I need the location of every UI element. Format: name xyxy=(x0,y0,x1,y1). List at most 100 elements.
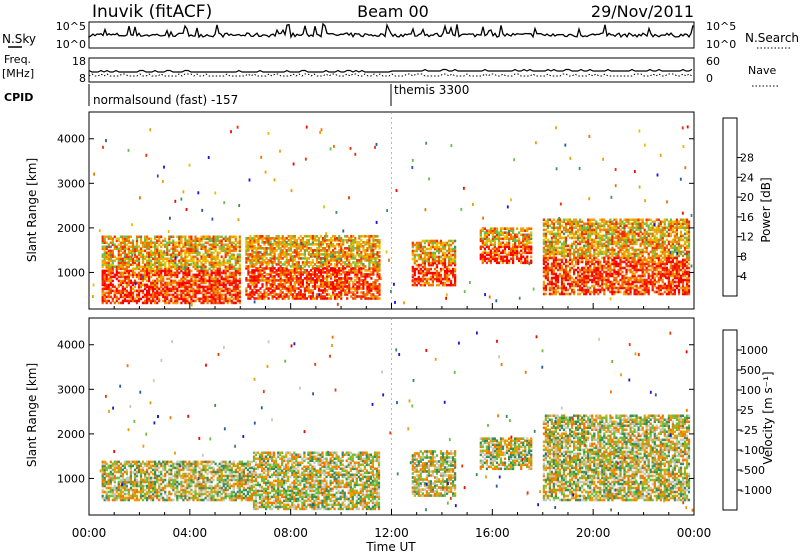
heatmap-cell xyxy=(595,276,598,280)
heatmap-cell xyxy=(348,237,351,240)
heatmap-cell xyxy=(168,271,171,275)
heatmap-cell xyxy=(259,297,262,300)
heatmap-cell xyxy=(204,247,207,251)
heatmap-cell xyxy=(141,283,145,287)
heatmap-cell xyxy=(374,245,377,248)
heatmap-cell xyxy=(291,245,294,248)
heatmap-cell xyxy=(150,267,153,271)
heatmap-cell xyxy=(255,255,258,258)
heatmap-cell xyxy=(583,276,586,280)
heatmap-cell xyxy=(601,284,604,288)
heatmap-cell xyxy=(131,281,135,285)
heatmap-cell xyxy=(152,281,155,285)
heatmap-cell xyxy=(263,291,266,294)
heatmap-cell xyxy=(238,281,241,285)
heatmap-cell xyxy=(591,260,594,264)
heatmap-cell xyxy=(607,288,610,292)
heatmap-cell xyxy=(115,237,118,241)
heatmap-cell xyxy=(362,235,365,238)
heatmap-cell xyxy=(194,283,197,287)
heatmap-cell xyxy=(214,255,217,259)
heatmap-cell xyxy=(334,275,337,278)
heatmap-cell xyxy=(146,289,149,293)
heatmap-cell xyxy=(364,243,367,246)
heatmap-cell xyxy=(354,237,357,240)
freq-trace xyxy=(88,68,693,73)
heatmap-cell xyxy=(281,235,284,238)
heatmap-cell xyxy=(285,295,288,298)
heatmap-cell xyxy=(164,239,167,243)
heatmap-cell xyxy=(273,255,276,258)
heatmap-cell xyxy=(109,265,112,269)
heatmap-cell xyxy=(613,236,616,240)
heatmap-cell xyxy=(119,247,122,251)
heatmap-cell xyxy=(156,269,159,273)
heatmap-cell xyxy=(370,287,373,290)
heatmap-cell xyxy=(251,263,254,266)
heatmap-cell xyxy=(259,261,262,264)
heatmap-cell xyxy=(542,292,545,296)
heatmap-cell xyxy=(105,257,108,261)
heatmap-cell xyxy=(619,266,622,270)
heatmap-cell xyxy=(544,222,547,226)
heatmap-cell xyxy=(253,259,256,262)
heatmap-cell xyxy=(607,280,610,284)
heatmap-cell xyxy=(107,285,110,289)
heatmap-cell xyxy=(305,261,308,264)
heatmap-cell xyxy=(162,269,165,273)
heatmap-cell xyxy=(544,260,547,264)
heatmap-cell xyxy=(317,279,321,282)
heatmap-cell xyxy=(224,293,227,297)
heatmap-cell xyxy=(481,259,484,263)
heatmap-cell xyxy=(601,286,604,290)
heatmap-cell xyxy=(283,245,286,248)
heatmap-cell xyxy=(238,237,241,241)
heatmap-cell xyxy=(218,299,221,303)
heatmap-cell xyxy=(599,242,602,246)
heatmap-cell xyxy=(212,271,215,275)
heatmap-cell xyxy=(125,285,128,289)
heatmap-cell xyxy=(601,280,604,284)
heatmap-cell xyxy=(319,241,323,244)
heatmap-cell xyxy=(552,288,555,292)
heatmap-cell xyxy=(552,264,555,268)
heatmap-cell xyxy=(202,259,205,263)
heatmap-cell xyxy=(334,283,337,286)
heatmap-cell xyxy=(224,265,227,269)
heatmap-cell xyxy=(253,237,256,240)
heatmap-cell xyxy=(111,269,114,273)
heatmap-cell xyxy=(109,263,112,267)
heatmap-cell xyxy=(623,238,626,242)
heatmap-cell xyxy=(247,295,250,298)
heatmap-cell xyxy=(550,222,553,226)
heatmap-cell xyxy=(558,274,562,278)
heatmap-cell xyxy=(503,249,507,253)
heatmap-cell xyxy=(170,247,173,251)
heatmap-cell xyxy=(299,269,302,272)
heatmap-cell xyxy=(334,293,337,296)
heatmap-cell xyxy=(119,243,122,247)
heatmap-cell xyxy=(251,259,254,262)
heatmap-cell xyxy=(154,271,157,275)
heatmap-cell xyxy=(212,241,215,245)
heatmap-cell xyxy=(307,241,310,244)
heatmap-cell xyxy=(554,226,557,230)
heatmap-cell xyxy=(530,233,533,237)
heatmap-cell xyxy=(101,245,104,249)
heatmap-cell xyxy=(433,277,437,281)
heatmap-cell xyxy=(587,238,590,242)
heatmap-cell xyxy=(271,267,274,270)
heatmap-cell xyxy=(180,261,183,265)
heatmap-cell xyxy=(311,241,314,244)
heatmap-cell xyxy=(427,239,430,243)
heatmap-cell xyxy=(368,289,371,292)
heatmap-cell xyxy=(328,247,331,250)
heatmap-cell xyxy=(206,249,209,253)
heatmap-cell xyxy=(176,299,179,303)
heatmap-cell xyxy=(279,277,282,280)
heatmap-cell xyxy=(301,295,304,298)
heatmap-cell xyxy=(319,271,323,274)
heatmap-cell xyxy=(259,251,262,254)
nsky-tick-bottom-left: 10^0 xyxy=(56,38,86,51)
heatmap-cell xyxy=(160,277,163,281)
